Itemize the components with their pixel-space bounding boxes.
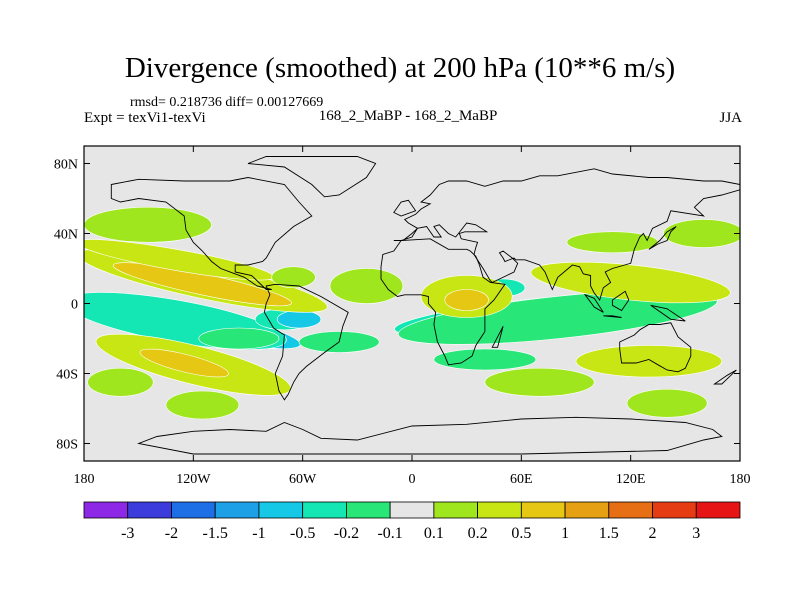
coastlines (110, 156, 740, 455)
y-tick-label: 40N (54, 228, 78, 243)
colorbar-label: 0.2 (468, 525, 488, 542)
field-region (575, 345, 723, 378)
coastline (393, 168, 740, 301)
field-region (84, 206, 212, 243)
field-region (397, 290, 718, 345)
chart-title: Divergence (smoothed) at 200 hPa (10**6 … (124, 52, 676, 84)
colorbar-swatch (214, 501, 260, 519)
x-tick-label: 180 (730, 472, 751, 487)
coastline (611, 290, 630, 312)
colorbar-label: -0.2 (334, 525, 359, 542)
y-tick-label: 80S (56, 438, 78, 453)
field-region (276, 310, 322, 329)
field-region (663, 219, 740, 248)
field-region (271, 266, 316, 289)
colorbar-label: -0.1 (377, 525, 402, 542)
colorbar-label: -1.5 (203, 525, 228, 542)
colorbar-label: 1 (561, 525, 569, 542)
field-region (139, 348, 229, 378)
coastline (247, 156, 377, 198)
colorbar-swatch (389, 501, 435, 519)
colorbar-swatch (652, 501, 697, 519)
x-tick-label: 120W (176, 472, 211, 487)
coastline (263, 283, 349, 401)
colorbar-swatch (695, 501, 741, 519)
colorbar-label: -1 (252, 525, 265, 542)
colorbar-swatch (477, 501, 522, 519)
colorbar-label: -2 (165, 525, 178, 542)
x-tick-label: 0 (409, 472, 416, 487)
x-tick-label: 60W (289, 472, 317, 487)
colorbar-label: 0.5 (511, 525, 531, 542)
y-tick-label: 80N (54, 158, 78, 173)
case-names: 168_2_MaBP - 168_2_MaBP (318, 108, 498, 124)
field-region (329, 268, 404, 304)
colorbar-swatch (302, 501, 347, 519)
colorbar-label: -0.5 (290, 525, 315, 542)
coastline (648, 226, 677, 250)
colorbar-label: 0.1 (424, 525, 444, 542)
colorbar-swatch (345, 501, 391, 519)
rmsd-diff-stats: rmsd= 0.218736 diff= 0.00127669 (130, 95, 324, 110)
colorbar: -3 -2 -1.5 -1 -0.5 -0.2 -0.1 0.1 0.2 0.5 1 1.5 2 3 (83, 501, 741, 542)
field-region (87, 367, 154, 397)
colorbar-swatch (83, 501, 129, 519)
experiment-label: Expt = texVi1-texVi (84, 110, 206, 126)
coastline (110, 177, 313, 290)
y-tick-label: 40S (56, 368, 78, 383)
coastline (393, 199, 417, 217)
coastline (713, 369, 737, 385)
colorbar-swatch (564, 501, 610, 519)
coastline (619, 322, 692, 373)
colorbar-swatch (171, 501, 216, 519)
field-region (433, 348, 537, 371)
field-region (198, 327, 280, 350)
coastline (583, 293, 604, 313)
colorbar-swatch (433, 501, 479, 519)
coastline (137, 416, 723, 455)
divergence-field (84, 206, 740, 420)
colorbar-swatch (520, 501, 566, 519)
colorbar-label: -3 (121, 525, 134, 542)
coastline (603, 315, 622, 318)
axis-ticks: 180 120W 60W 0 60E 120E 180 80N 40N 0 40S 80S (54, 146, 751, 487)
field-region (444, 289, 489, 311)
field-region (165, 390, 240, 420)
colorbar-label: 1.5 (599, 525, 619, 542)
season-label: JJA (719, 110, 742, 126)
field-region (626, 388, 708, 418)
colorbar-label: 2 (649, 525, 657, 542)
coastline (491, 326, 504, 348)
x-tick-label: 120E (616, 472, 646, 487)
coastline (650, 304, 686, 322)
x-tick-label: 60E (510, 472, 533, 487)
y-tick-label: 0 (71, 298, 78, 313)
colorbar-swatch (127, 501, 172, 519)
field-region (484, 367, 595, 397)
colorbar-swatch (608, 501, 653, 519)
colorbar-swatch (258, 501, 304, 519)
colorbar-label: 3 (692, 525, 700, 542)
x-tick-label: 180 (74, 472, 95, 487)
coastline (380, 238, 506, 366)
